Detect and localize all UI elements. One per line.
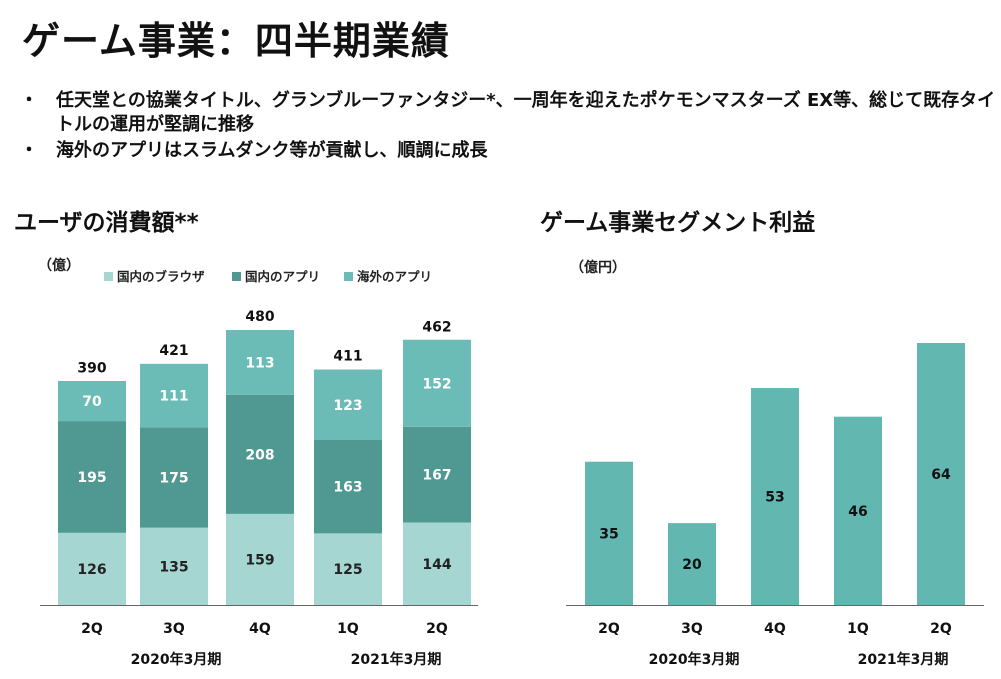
bar: [917, 343, 965, 605]
bullet-list: ・ 任天堂との協業タイトル、グランブルーファンタジー*、一周年を迎えたポケモンマ…: [18, 89, 1001, 165]
x-tick-label: 2Q: [598, 621, 620, 637]
data-label: 152: [422, 376, 451, 392]
data-label: 113: [245, 355, 274, 371]
data-label: 35: [599, 526, 618, 542]
unit-label: （億）: [38, 257, 80, 274]
data-label: 135: [159, 559, 188, 575]
bullet-text: 海外のアプリはスラムダンク等が貢献し、順調に成長: [56, 140, 488, 161]
bar-segment: [226, 513, 294, 605]
data-label: 195: [77, 470, 106, 486]
data-label: 123: [333, 398, 362, 414]
bar: [751, 388, 799, 605]
bullet-text: 任天堂との協業タイトル、グランブルーファンタジー*、一周年を迎えたポケモンマスタ…: [56, 90, 996, 135]
data-label: 167: [422, 468, 451, 484]
x-tick-label: 2Q: [426, 621, 448, 637]
data-label: 64: [931, 467, 951, 483]
bar-segment: [314, 533, 382, 605]
legend-swatch: [344, 272, 353, 281]
bar-segment: [403, 339, 471, 427]
bar: [834, 416, 882, 605]
period-label: 2021年3月期: [351, 651, 442, 668]
x-tick-label: 3Q: [681, 621, 703, 637]
legend-label: 国内のアプリ: [245, 269, 320, 284]
user-spending-chart-title: ユーザの消費額**: [14, 210, 199, 236]
data-label: 175: [159, 471, 188, 487]
x-tick-label: 3Q: [163, 621, 185, 637]
bar-segment: [403, 426, 471, 523]
bar: [585, 461, 633, 605]
total-label: 480: [245, 309, 274, 325]
bullet-marker: ・: [20, 140, 38, 161]
bar-segment: [140, 427, 208, 528]
data-label: 159: [245, 552, 274, 568]
data-label: 70: [82, 394, 102, 410]
bar-segment: [314, 440, 382, 534]
data-label: 163: [333, 480, 362, 496]
bar: [668, 523, 716, 605]
data-label: 46: [848, 504, 867, 520]
total-label: 411: [333, 349, 362, 365]
legend-label: 国内のブラウザ: [117, 269, 205, 284]
bar-segment: [314, 369, 382, 440]
data-label: 53: [765, 490, 784, 506]
bar-segment: [58, 421, 126, 533]
legend-swatch: [232, 272, 241, 281]
bar-segment: [226, 330, 294, 395]
total-label: 421: [159, 343, 188, 359]
bullet-item: ・ 任天堂との協業タイトル、グランブルーファンタジー*、一周年を迎えたポケモンマ…: [18, 89, 1001, 137]
period-label: 2021年3月期: [858, 651, 949, 668]
bar-segment: [140, 363, 208, 428]
bar-segment: [140, 527, 208, 605]
data-label: 111: [159, 389, 188, 405]
bar-segment: [58, 380, 126, 422]
data-label: 126: [77, 562, 106, 578]
bar-segment: [403, 522, 471, 605]
period-label: 2020年3月期: [649, 651, 740, 668]
total-label: 462: [422, 319, 451, 335]
data-label: 208: [245, 447, 274, 463]
x-tick-label: 2Q: [81, 621, 103, 637]
bullet-item: ・ 海外のアプリはスラムダンク等が貢献し、順調に成長: [18, 139, 1001, 163]
page-title: ゲーム事業：四半期業績: [22, 19, 450, 63]
segment-profit-chart-title: ゲーム事業セグメント利益: [540, 210, 816, 236]
legend-swatch: [104, 272, 113, 281]
data-label: 144: [422, 557, 451, 573]
x-tick-label: 1Q: [847, 621, 869, 637]
bar-segment: [226, 394, 294, 514]
bar-segment: [58, 532, 126, 605]
x-tick-label: 2Q: [930, 621, 952, 637]
x-tick-label: 1Q: [337, 621, 359, 637]
bullet-marker: ・: [20, 90, 38, 111]
legend-label: 海外のアプリ: [357, 269, 432, 284]
x-tick-label: 4Q: [764, 621, 786, 637]
x-tick-label: 4Q: [249, 621, 271, 637]
period-label: 2020年3月期: [131, 651, 222, 668]
data-label: 20: [682, 557, 702, 573]
unit-label: （億円）: [570, 259, 626, 276]
total-label: 390: [77, 361, 106, 377]
data-label: 125: [333, 562, 362, 578]
